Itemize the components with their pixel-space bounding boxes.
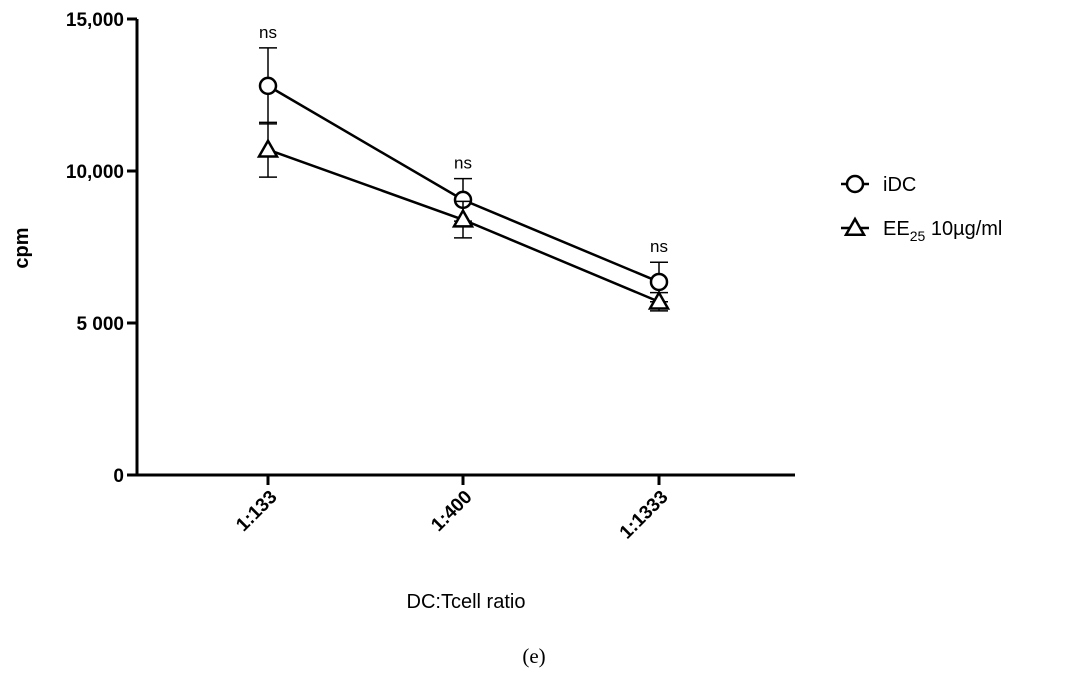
legend-label: iDC [883, 174, 916, 196]
legend-label: EE25 10µg/ml [883, 218, 1002, 244]
x-axis-title: DC:Tcell ratio [407, 591, 526, 613]
legend-marker [843, 216, 867, 236]
significance-label: ns [454, 154, 472, 173]
series-2 [256, 121, 671, 312]
x-tick-label: 1:400 [427, 487, 476, 536]
y-ticks: 0 5 000 10,000 15,000 [66, 10, 137, 487]
x-tick-label: 1:133 [232, 487, 281, 536]
y-tick-label: 0 [113, 466, 124, 487]
legend: iDC EE25 10µg/ml [841, 174, 1002, 244]
x-ticks: 1:133 1:400 1:1333 [232, 475, 673, 544]
legend-marker [845, 174, 865, 194]
significance-labels: ns ns ns [259, 23, 668, 256]
significance-label: ns [259, 23, 277, 42]
y-tick-label: 15,000 [66, 10, 124, 31]
y-tick-label: 5 000 [76, 314, 124, 335]
y-axis-title: cpm [11, 227, 33, 268]
data-point [258, 76, 278, 96]
x-tick-label: 1:1333 [616, 487, 673, 544]
y-tick-label: 10,000 [66, 162, 124, 183]
plot-area [256, 47, 671, 312]
y-axis: 0 5 000 10,000 15,000 cpm [11, 10, 139, 487]
series-1 [258, 47, 669, 303]
data-point [451, 208, 475, 228]
x-axis: 1:133 1:400 1:1333 DC:Tcell ratio [137, 473, 795, 613]
data-point [647, 290, 671, 310]
data-point [256, 138, 280, 158]
legend-item: iDC [841, 174, 916, 196]
figure-caption: (e) [522, 644, 545, 668]
data-point [649, 272, 669, 292]
significance-label: ns [650, 237, 668, 256]
legend-item: EE25 10µg/ml [841, 216, 1002, 244]
